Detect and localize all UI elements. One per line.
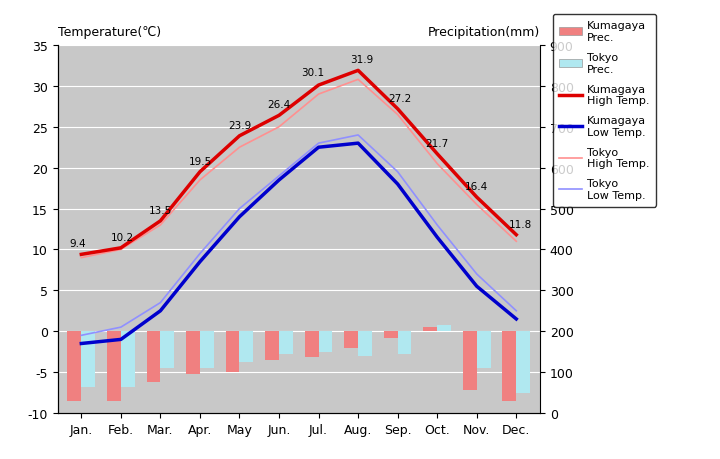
- Kumagaya
Low Temp.: [235, 214, 244, 220]
- Tokyo
Low Temp.: [314, 141, 323, 146]
- Line: Tokyo
High Temp.: Tokyo High Temp.: [81, 80, 516, 258]
- Bar: [81, 331, 95, 387]
- Tokyo
Low Temp.: [393, 170, 402, 175]
- Text: 23.9: 23.9: [228, 120, 251, 130]
- Tokyo
High Temp.: [117, 247, 125, 252]
- Tokyo
High Temp.: [314, 92, 323, 98]
- Bar: [147, 331, 161, 382]
- Tokyo
High Temp.: [77, 255, 86, 261]
- Bar: [225, 331, 240, 372]
- Bar: [358, 331, 372, 356]
- Kumagaya
Low Temp.: [156, 308, 165, 314]
- Bar: [305, 331, 318, 358]
- Text: 10.2: 10.2: [112, 232, 135, 242]
- Bar: [437, 325, 451, 331]
- Tokyo
High Temp.: [275, 125, 284, 130]
- Tokyo
Low Temp.: [433, 223, 441, 228]
- Tokyo
High Temp.: [433, 162, 441, 167]
- Kumagaya
Low Temp.: [196, 259, 204, 265]
- Kumagaya
High Temp.: [77, 252, 86, 257]
- Text: Temperature(℃): Temperature(℃): [58, 26, 161, 39]
- Line: Kumagaya
High Temp.: Kumagaya High Temp.: [81, 71, 516, 255]
- Kumagaya
Low Temp.: [512, 317, 521, 322]
- Bar: [240, 331, 253, 363]
- Tokyo
High Temp.: [196, 178, 204, 183]
- Bar: [200, 331, 214, 368]
- Kumagaya
High Temp.: [314, 83, 323, 89]
- Bar: [503, 331, 516, 401]
- Bar: [423, 327, 437, 331]
- Kumagaya
Low Temp.: [314, 145, 323, 151]
- Bar: [265, 331, 279, 360]
- Tokyo
Low Temp.: [354, 133, 362, 139]
- Tokyo
Low Temp.: [275, 174, 284, 179]
- Bar: [463, 331, 477, 390]
- Kumagaya
High Temp.: [512, 232, 521, 238]
- Bar: [121, 331, 135, 387]
- Kumagaya
High Temp.: [393, 107, 402, 112]
- Bar: [161, 331, 174, 368]
- Bar: [107, 331, 121, 401]
- Kumagaya
Low Temp.: [354, 141, 362, 146]
- Tokyo
High Temp.: [472, 202, 481, 208]
- Kumagaya
High Temp.: [472, 195, 481, 201]
- Text: 9.4: 9.4: [69, 239, 86, 249]
- Tokyo
High Temp.: [156, 223, 165, 228]
- Text: 13.5: 13.5: [149, 205, 172, 215]
- Bar: [397, 331, 412, 354]
- Bar: [384, 331, 397, 338]
- Bar: [318, 331, 333, 353]
- Bar: [68, 331, 81, 401]
- Line: Tokyo
Low Temp.: Tokyo Low Temp.: [81, 136, 516, 336]
- Tokyo
Low Temp.: [196, 251, 204, 257]
- Tokyo
High Temp.: [393, 112, 402, 118]
- Text: Precipitation(mm): Precipitation(mm): [428, 26, 540, 39]
- Bar: [344, 331, 358, 348]
- Kumagaya
Low Temp.: [433, 235, 441, 241]
- Text: 19.5: 19.5: [189, 156, 212, 166]
- Kumagaya
Low Temp.: [472, 284, 481, 289]
- Text: 21.7: 21.7: [426, 138, 449, 148]
- Tokyo
High Temp.: [354, 78, 362, 83]
- Kumagaya
High Temp.: [235, 134, 244, 139]
- Kumagaya
Low Temp.: [77, 341, 86, 347]
- Text: 26.4: 26.4: [267, 100, 291, 110]
- Text: 16.4: 16.4: [465, 181, 488, 191]
- Kumagaya
High Temp.: [117, 246, 125, 251]
- Kumagaya
High Temp.: [433, 151, 441, 157]
- Tokyo
Low Temp.: [117, 325, 125, 330]
- Tokyo
Low Temp.: [472, 272, 481, 277]
- Kumagaya
High Temp.: [354, 68, 362, 74]
- Kumagaya
High Temp.: [156, 218, 165, 224]
- Kumagaya
High Temp.: [275, 113, 284, 119]
- Bar: [477, 331, 490, 368]
- Kumagaya
Low Temp.: [117, 337, 125, 342]
- Text: 30.1: 30.1: [301, 68, 324, 78]
- Tokyo
Low Temp.: [156, 300, 165, 306]
- Tokyo
Low Temp.: [235, 207, 244, 212]
- Tokyo
High Temp.: [235, 145, 244, 151]
- Legend: Kumagaya
Prec., Tokyo
Prec., Kumagaya
High Temp., Kumagaya
Low Temp., Tokyo
High: Kumagaya Prec., Tokyo Prec., Kumagaya Hi…: [553, 15, 657, 207]
- Kumagaya
Low Temp.: [275, 178, 284, 183]
- Bar: [516, 331, 530, 393]
- Text: 27.2: 27.2: [388, 93, 411, 103]
- Bar: [186, 331, 200, 374]
- Tokyo
Low Temp.: [512, 308, 521, 314]
- Kumagaya
Low Temp.: [393, 182, 402, 187]
- Tokyo
High Temp.: [512, 239, 521, 245]
- Bar: [279, 331, 293, 354]
- Tokyo
Low Temp.: [77, 333, 86, 338]
- Text: 11.8: 11.8: [508, 219, 532, 229]
- Text: 31.9: 31.9: [351, 55, 374, 65]
- Line: Kumagaya
Low Temp.: Kumagaya Low Temp.: [81, 144, 516, 344]
- Kumagaya
High Temp.: [196, 170, 204, 175]
